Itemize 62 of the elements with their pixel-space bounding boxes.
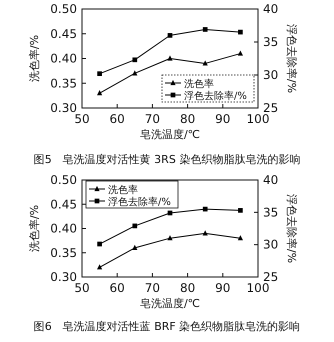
point <box>132 244 138 250</box>
x-tick-label: 90 <box>215 112 230 126</box>
point <box>168 210 172 216</box>
point <box>132 224 138 228</box>
point <box>97 264 102 270</box>
point <box>238 235 243 240</box>
point <box>238 50 243 56</box>
point <box>168 33 172 38</box>
point <box>132 57 138 62</box>
legend-label: 浮色去除率/% <box>108 196 171 208</box>
x-tick-label: 80 <box>180 112 196 126</box>
y2-tick-label: 35 <box>263 205 278 220</box>
y-tick-label: 0.35 <box>50 76 77 90</box>
y-tick-label: 0.45 <box>50 197 77 212</box>
point <box>132 70 138 76</box>
x-tick-label: 50 <box>74 281 90 295</box>
x-tick-label: 60 <box>110 112 125 126</box>
y-axis-title: 洗色率/% <box>28 204 41 252</box>
y2-tick-label: 40 <box>263 173 278 187</box>
x-tick-label: 60 <box>110 281 125 295</box>
text: 图5 皂洗温度对活性黄 3RS 染色织物脂肽皂洗的影响 <box>34 153 300 166</box>
y-tick-label: 0.45 <box>50 26 77 41</box>
y-tick-label: 0.35 <box>50 246 77 260</box>
point <box>202 230 208 236</box>
y-tick-label: 0.30 <box>50 101 77 115</box>
y2-tick-label: 30 <box>263 238 278 252</box>
y-tick-label: 0.50 <box>50 173 77 187</box>
y2-axis-title: 浮色去除率/% <box>285 24 298 94</box>
y2-tick-label: 35 <box>263 35 278 49</box>
point <box>97 90 102 96</box>
x-axis-title: 皂洗温度/℃ <box>140 297 200 310</box>
x-tick-label: 100 <box>246 281 270 295</box>
y2-tick-label: 25 <box>263 270 278 284</box>
point <box>202 206 208 212</box>
legend-label: 洗色率 <box>108 184 138 196</box>
point <box>167 55 173 61</box>
legend-label: 洗色率 <box>184 78 214 90</box>
y2-tick-label: 30 <box>263 68 278 82</box>
x-tick-label: 70 <box>144 281 160 295</box>
y2-tick-label: 25 <box>263 101 278 115</box>
y-tick-label: 0.40 <box>50 52 77 66</box>
y-tick-label: 0.40 <box>50 222 77 236</box>
point <box>238 208 243 213</box>
y2-tick-label: 40 <box>263 2 278 16</box>
point <box>202 60 208 66</box>
x-tick-label: 100 <box>246 112 270 126</box>
y-tick-label: 0.30 <box>50 270 77 284</box>
point <box>238 30 243 34</box>
y-axis-title: 洗色率/% <box>28 34 41 82</box>
x-tick-label: 70 <box>144 112 160 126</box>
point <box>202 27 208 32</box>
text: 图6 皂洗温度对活性蓝 BRF 染色织物脂肽皂洗的影响 <box>34 320 300 333</box>
y-tick-label: 0.50 <box>50 2 77 16</box>
x-tick-label: 80 <box>180 281 196 295</box>
x-tick-label: 50 <box>74 112 90 126</box>
legend-label: 浮色去除率/% <box>184 90 247 102</box>
point <box>97 71 102 76</box>
x-axis-title: 皂洗温度/℃ <box>140 128 200 141</box>
point <box>167 235 173 240</box>
x-tick-label: 90 <box>215 281 230 295</box>
point <box>97 242 102 246</box>
y2-axis-title: 浮色去除率/% <box>285 194 298 264</box>
